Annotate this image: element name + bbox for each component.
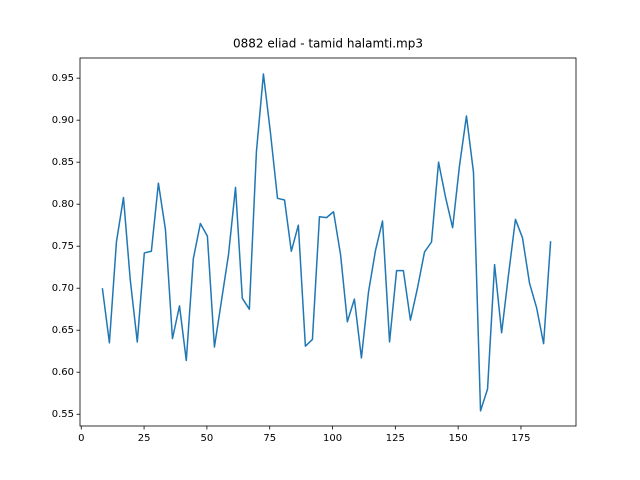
y-tick-label: 0.80 — [52, 199, 74, 210]
y-tick-label: 0.55 — [52, 409, 74, 420]
axes-frame — [79, 57, 577, 427]
x-tick-label: 0 — [78, 433, 84, 444]
y-tick-label: 0.95 — [52, 73, 74, 84]
x-tick-label: 125 — [386, 433, 405, 444]
chart-title: 0882 eliad - tamid halamti.mp3 — [233, 37, 423, 51]
x-tick-label: 150 — [449, 433, 468, 444]
y-tick-label: 0.85 — [52, 157, 74, 168]
y-tick-label: 0.70 — [52, 283, 74, 294]
x-tick-label: 50 — [201, 433, 214, 444]
y-tick-label: 0.60 — [52, 367, 74, 378]
x-tick-label: 175 — [511, 433, 530, 444]
x-tick-label: 25 — [138, 433, 151, 444]
x-tick-label: 75 — [263, 433, 276, 444]
y-tick-label: 0.90 — [52, 115, 74, 126]
x-tick-label: 100 — [323, 433, 342, 444]
y-tick-label: 0.65 — [52, 325, 74, 336]
data-line — [101, 73, 552, 412]
y-tick-label: 0.75 — [52, 241, 74, 252]
